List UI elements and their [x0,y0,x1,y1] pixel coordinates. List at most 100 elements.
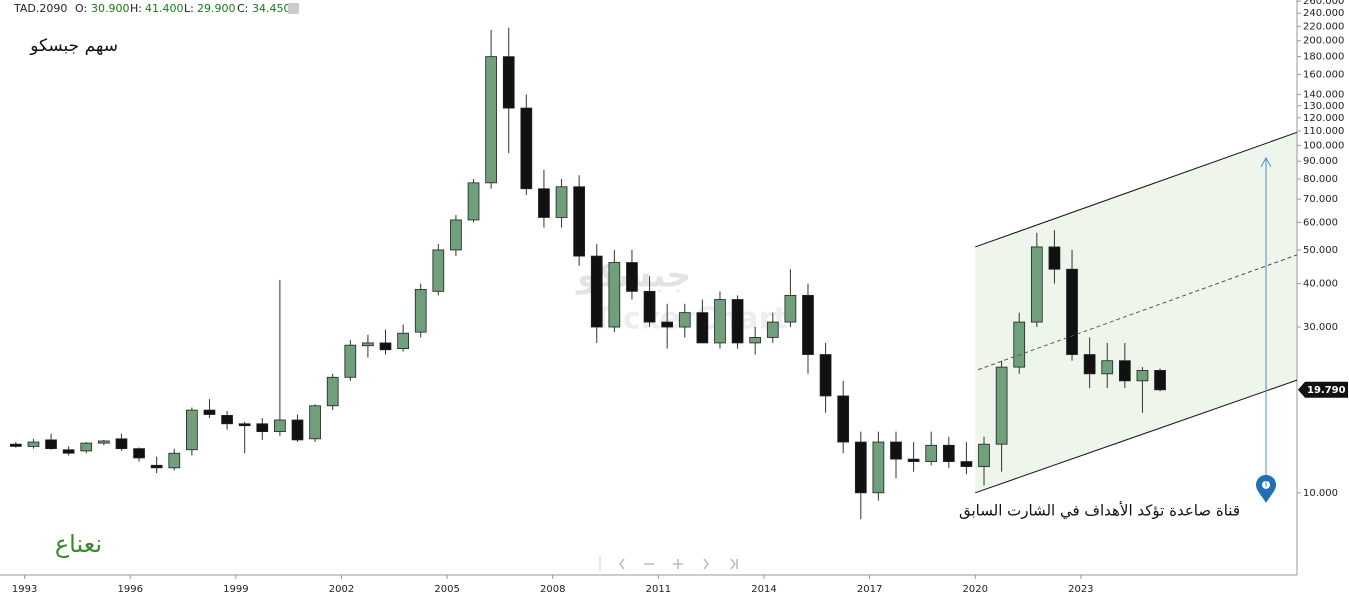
candle-body [643,290,656,323]
chart-title: سهم جبسكو [29,36,118,56]
candle-body [925,444,938,462]
zoom-in[interactable] [673,559,683,569]
candle-body [978,443,990,467]
candle-body [960,461,973,467]
symbol: TAD.2090 [13,2,67,15]
candle-body [221,415,233,425]
toolbar [599,556,738,571]
high-label: H: [130,2,142,15]
candle-body [133,448,145,459]
scroll-end[interactable] [730,558,738,570]
candle-body [291,419,304,441]
x-tick-label: 2005 [434,584,459,595]
high-value: 41.400 [145,2,184,15]
candle-body [432,249,445,292]
close-label: C: [237,2,248,15]
candle-body [115,438,128,450]
y-tick-label: 220.000 [1303,21,1344,32]
candle-body [626,262,638,292]
candle-body [1013,321,1026,368]
candle-body [1030,246,1043,323]
candle-body [1101,360,1114,375]
candle-body [9,443,22,447]
candle-body [344,344,357,378]
y-tick-label: 160.000 [1303,69,1344,80]
x-tick-label: 2008 [540,584,565,595]
annotation: قناة صاعدة تؤكد الأهداف في الشارت السابق [959,501,1240,521]
x-tick-label: 2011 [646,584,671,595]
y-tick-label: 90.000 [1303,156,1338,167]
candle-body [414,288,427,333]
candle-body [1066,268,1078,355]
candle-body [942,444,955,462]
candle-body [995,366,1008,445]
y-tick-label: 80.000 [1303,174,1338,185]
x-tick-label: 2017 [857,584,882,595]
last-price-label: 19.790 [1307,385,1346,396]
y-tick-label: 10.000 [1303,488,1338,499]
candle-body [27,441,40,447]
candle-body [731,299,744,344]
x-tick-label: 1996 [118,584,143,595]
last-price-tag [1298,381,1348,398]
candle-body [186,409,198,451]
candle-body [80,442,93,452]
candle-body [1083,354,1096,375]
y-tick-label: 140.000 [1303,90,1344,101]
open-label: O: [75,2,87,15]
channel-lower [975,379,1298,494]
candle-body [1154,370,1166,391]
header: TAD.2090 O: 30.900 H: 41.400 L: 29.900 C… [13,2,299,15]
x-tick-label: 1999 [223,584,248,595]
y-tick-label: 30.000 [1303,322,1338,333]
candle-body [784,294,797,323]
candle-body [555,186,568,218]
y-tick-label: 260.000 [1303,0,1344,7]
candle-body [678,312,691,328]
y-tick-label: 50.000 [1303,245,1338,256]
candle-body [62,449,75,454]
scroll-right[interactable] [703,558,709,570]
channel-middle [977,254,1298,371]
candle-body [379,342,392,351]
location-pin [1256,474,1277,503]
scroll-left[interactable] [619,558,625,570]
candle-body [837,395,850,443]
low-label: L: [184,2,194,15]
y-tick-label: 100.000 [1303,140,1344,151]
header-button[interactable] [288,3,299,14]
candle-body [98,440,110,444]
candle-body [854,441,867,494]
candle-body [819,354,832,397]
y-tick-label: 60.000 [1303,217,1338,228]
y-tick-label: 240.000 [1303,8,1344,19]
candle-body [238,423,251,427]
y-tick-label: 130.000 [1303,101,1344,112]
target-arrow-head [1260,156,1272,168]
candle-body [696,312,709,344]
candle-body [520,107,533,190]
candle-body [590,255,603,328]
x-tick-label: 2002 [329,584,354,595]
close-value: 34.450 [252,2,291,15]
candle-body [749,337,762,344]
candle-body [766,321,779,338]
x-tick-label: 2023 [1068,584,1093,595]
candle-body [45,439,57,450]
candle-body [362,342,374,347]
candle-body [485,56,497,184]
y-tick-label: 110.000 [1303,126,1344,137]
candle-body [450,219,462,251]
open-value: 30.900 [91,2,130,15]
x-tick-label: 1993 [12,584,37,595]
candle-body [256,423,269,433]
author: نعناع [55,530,102,558]
candle-body [309,405,321,440]
candle-body [274,419,286,433]
candle-body [661,321,674,328]
plot [9,27,1166,520]
x-tick-label: 2014 [751,584,776,595]
candle-body [467,182,480,221]
candle-body [714,299,726,344]
